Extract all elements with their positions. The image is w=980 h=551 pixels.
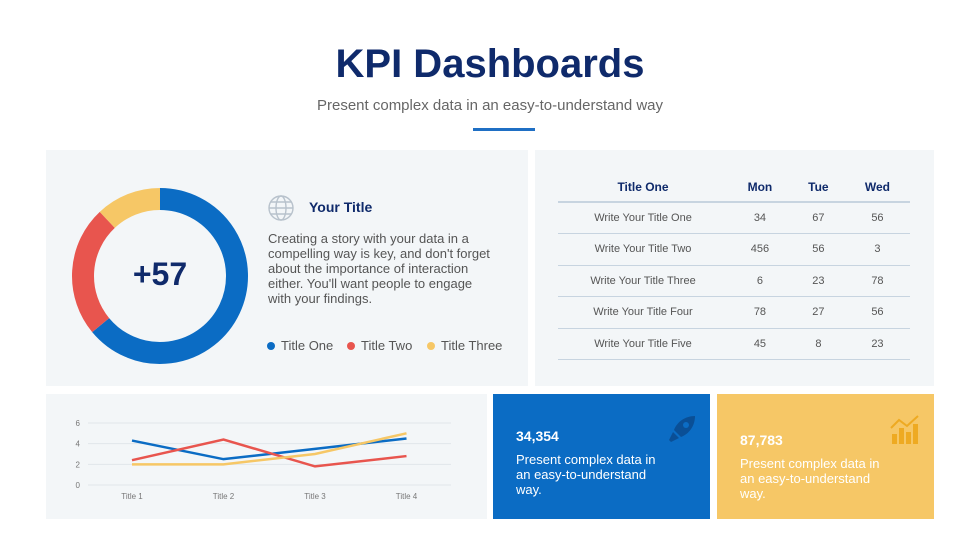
column-header: Title One [558, 172, 728, 203]
y-tick-label: 2 [76, 460, 81, 469]
y-tick-label: 0 [76, 481, 81, 490]
rocket-icon [669, 416, 695, 442]
table-cell: 56 [844, 202, 910, 234]
legend-item: Title One [267, 338, 333, 353]
table-cell: 56 [844, 296, 910, 329]
legend-item: Title Three [427, 338, 502, 353]
legend-label: Title Three [441, 338, 503, 353]
kpi-card-blue: 34,354 Present complex data in an easy-t… [493, 394, 710, 519]
column-header: Tue [791, 172, 845, 203]
x-tick-label: Title 2 [213, 492, 235, 501]
table-cell: Write Your Title Five [558, 328, 728, 360]
line-series [132, 432, 407, 466]
table-cell: Write Your Title One [558, 202, 728, 234]
donut-segment [72, 211, 116, 333]
x-tick-label: Title 1 [121, 492, 143, 501]
column-header: Mon [728, 172, 792, 203]
table-cell: 23 [844, 328, 910, 360]
table-row: Write Your Title Three 6 23 78 [558, 265, 910, 297]
globe-icon [268, 195, 294, 221]
data-table: Title One Mon Tue Wed Write Your Title O… [558, 172, 910, 360]
table-cell: 6 [728, 265, 792, 297]
table-cell: Write Your Title Three [558, 265, 728, 297]
line-chart-panel [46, 394, 487, 519]
table-cell: 27 [791, 296, 845, 329]
line-chart: 0 2 4 6 Title 1 Title 2 Title 3 Title 4 [76, 419, 451, 501]
table-header-row: Title One Mon Tue Wed [558, 172, 910, 203]
table-cell: 34 [728, 202, 792, 234]
table-cell: 56 [791, 233, 845, 266]
donut-segment [99, 188, 161, 229]
table-cell: 45 [728, 328, 792, 360]
table-cell: 23 [791, 265, 845, 297]
title-underline [473, 128, 535, 131]
line-series [131, 438, 407, 468]
table-cell: 456 [728, 233, 792, 266]
legend-dot [347, 341, 355, 350]
table-row: Write Your Title One 34 67 56 [558, 202, 910, 234]
table-cell: 8 [791, 328, 845, 360]
table-cell: Write Your Title Four [558, 296, 728, 329]
x-tick-label: Title 4 [396, 492, 418, 501]
kpi-text: Present complex data in an easy-to-under… [740, 456, 880, 501]
donut-chart [72, 188, 248, 364]
legend-dot [427, 341, 435, 350]
kpi-text: Present complex data in an easy-to-under… [516, 452, 656, 497]
x-tick-label: Title 3 [304, 492, 326, 501]
table-cell: 78 [844, 265, 910, 297]
y-tick-label: 6 [76, 419, 81, 428]
table-cell: 3 [844, 233, 910, 266]
table-row: Write Your Title Two 456 56 3 [558, 233, 910, 266]
page-title: KPI Dashboards [335, 42, 645, 86]
kpi-value: 87,783 [740, 432, 783, 448]
info-title: Your Title [309, 199, 373, 215]
y-tick-label: 4 [76, 440, 81, 449]
info-body: Creating a story with your data in a com… [268, 231, 490, 306]
kpi-card-yellow: 87,783 Present complex data in an easy-t… [717, 394, 934, 519]
table-cell: 67 [791, 202, 845, 234]
legend-label: Title One [281, 338, 334, 353]
donut-segment [92, 188, 248, 364]
legend-dot [267, 341, 275, 350]
table-cell: Write Your Title Two [558, 233, 728, 266]
table-cell: 78 [728, 296, 792, 329]
table-row: Write Your Title Four 78 27 56 [558, 296, 910, 329]
legend-item: Title Two [347, 338, 412, 353]
legend-label: Title Two [361, 338, 413, 353]
donut-center-value: +57 [132, 256, 188, 292]
bar-chart-growth-icon [890, 415, 919, 444]
column-header: Wed [844, 172, 910, 203]
kpi-value: 34,354 [516, 428, 559, 444]
table-row: Write Your Title Five 45 8 23 [558, 328, 910, 360]
page-subtitle: Present complex data in an easy-to-under… [316, 97, 664, 114]
